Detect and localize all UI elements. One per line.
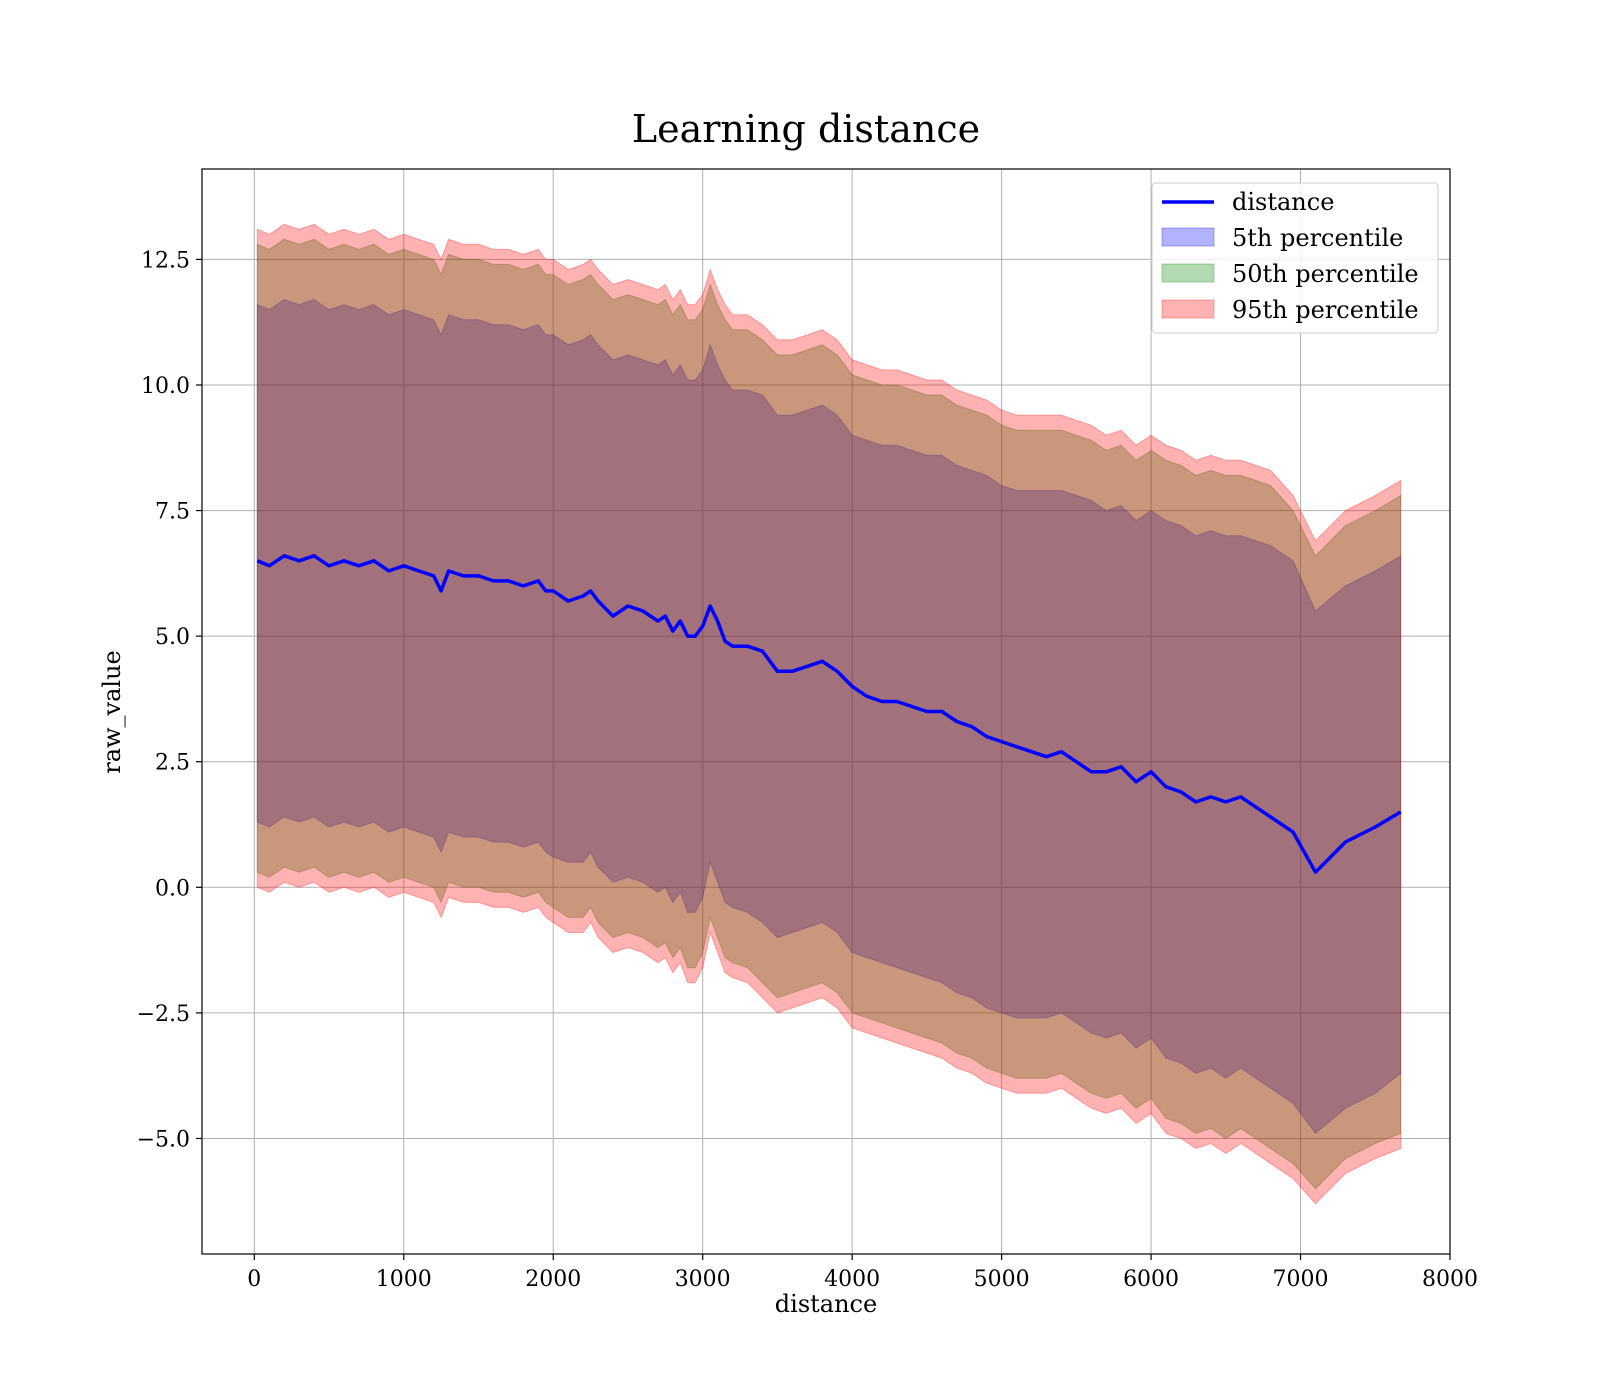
y-tick-label: 10.0: [141, 374, 190, 399]
x-tick-label: 4000: [824, 1267, 880, 1292]
x-axis-label: distance: [775, 1290, 877, 1318]
legend-box: [1151, 182, 1439, 334]
y-tick-label: 0.0: [155, 876, 190, 901]
series-lines: [256, 554, 1402, 874]
legend-label-5th: 5th percentile: [1232, 224, 1403, 252]
legend: distance 5th percentile 50th percentile …: [1151, 182, 1439, 334]
y-axis: −5.0 −2.5 0.0 2.5 5.0 7.5 10.0 12.5: [137, 248, 202, 1152]
y-tick-label: 2.5: [155, 751, 190, 776]
plot-frame: [201, 168, 1451, 1255]
band-95th-percentile: [256, 223, 1402, 1205]
y-tick-label: 7.5: [155, 500, 190, 525]
x-tick-label: 3000: [675, 1267, 731, 1292]
x-axis: 0 1000 2000 3000 4000 5000 6000 7000 8000: [247, 1254, 1478, 1292]
y-tick-label: 5.0: [155, 625, 190, 650]
y-tick-label: −2.5: [137, 1002, 190, 1027]
x-tick-label: 7000: [1273, 1267, 1329, 1292]
legend-label-distance: distance: [1232, 188, 1334, 216]
y-tick-label: −5.0: [137, 1127, 190, 1152]
x-tick-label: 5000: [974, 1267, 1030, 1292]
x-tick-label: 8000: [1422, 1267, 1478, 1292]
x-tick-label: 1000: [376, 1267, 432, 1292]
y-axis-label: raw_value: [98, 650, 126, 774]
y-tick-label: 12.5: [141, 248, 190, 273]
percentile-bands: [256, 223, 1402, 1205]
x-tick-label: 0: [247, 1267, 261, 1292]
series-line-distance: [256, 554, 1402, 874]
x-tick-label: 6000: [1123, 1267, 1179, 1292]
legend-label-50th: 50th percentile: [1232, 260, 1419, 288]
band-5th-percentile: [256, 299, 1402, 1135]
chart-title: Learning distance: [632, 107, 980, 151]
legend-swatch-5th: [1161, 227, 1215, 247]
x-tick-label: 2000: [525, 1267, 581, 1292]
band-50th-percentile: [256, 238, 1402, 1190]
legend-swatch-50th: [1161, 263, 1215, 283]
legend-label-95th: 95th percentile: [1232, 296, 1419, 324]
legend-swatch-95th: [1161, 299, 1215, 319]
